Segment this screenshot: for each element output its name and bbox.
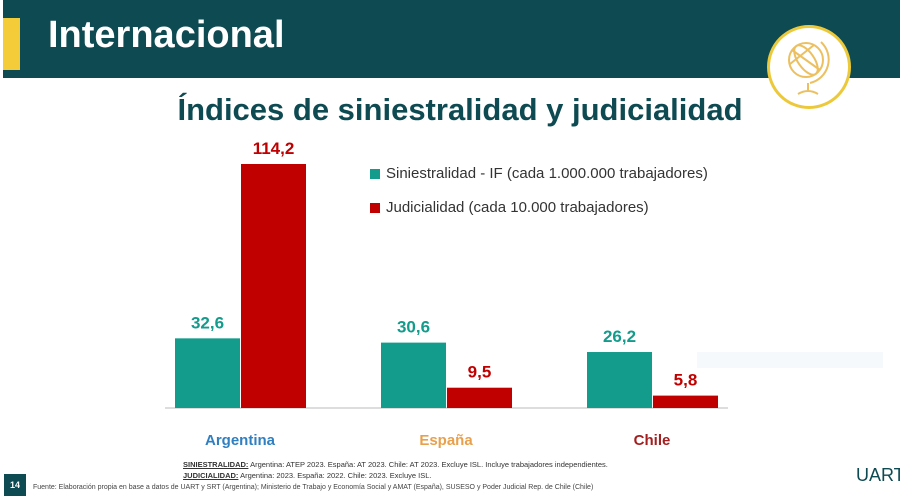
page-number: 14 (4, 474, 26, 496)
source-note: Fuente: Elaboración propia en base a dat… (33, 484, 594, 491)
category-label: Argentina (205, 432, 276, 449)
bar-judicialidad (447, 387, 512, 408)
legend-swatch (370, 168, 380, 179)
globe-icon (767, 25, 851, 109)
legend-item-judicialidad: Judicialidad (cada 10.000 trabajadores) (370, 199, 649, 216)
legend-item-siniestralidad: Siniestralidad - IF (cada 1.000.000 trab… (370, 165, 708, 182)
uart-logo: UART (856, 465, 900, 485)
data-label: 114,2 (253, 139, 295, 158)
header-accent (3, 18, 20, 70)
note-label: SINIESTRALIDAD: (183, 460, 249, 469)
slide-title: Internacional (48, 14, 285, 56)
bar-siniestralidad (381, 342, 446, 408)
note-text: Argentina: 2023. España: 2022. Chile: 20… (238, 471, 432, 480)
chart-title: Índices de siniestralidad y judicialidad (177, 92, 743, 127)
note-judicialidad: JUDICIALIDAD: Argentina: 2023. España: 2… (183, 471, 431, 480)
legend-swatch (370, 202, 380, 213)
category-label: España (419, 432, 473, 449)
data-label: 26,2 (603, 327, 636, 346)
legend-label: Siniestralidad - IF (cada 1.000.000 trab… (386, 165, 708, 182)
note-label: JUDICIALIDAD: (183, 471, 239, 480)
header-bar (3, 0, 900, 78)
faint-overlay (697, 352, 883, 368)
data-label: 5,8 (674, 371, 698, 390)
data-label: 9,5 (468, 363, 492, 382)
legend-label: Judicialidad (cada 10.000 trabajadores) (386, 199, 649, 216)
data-label: 32,6 (191, 313, 224, 332)
data-label: 30,6 (397, 318, 430, 337)
note-siniestralidad: SINIESTRALIDAD: Argentina: ATEP 2023. Es… (183, 460, 608, 469)
bar-judicialidad (653, 395, 718, 408)
bar-siniestralidad (175, 338, 240, 408)
note-text: Argentina: ATEP 2023. España: AT 2023. C… (248, 460, 608, 469)
category-label: Chile (634, 432, 671, 449)
bar-siniestralidad (587, 352, 652, 408)
bar-judicialidad (241, 164, 306, 408)
